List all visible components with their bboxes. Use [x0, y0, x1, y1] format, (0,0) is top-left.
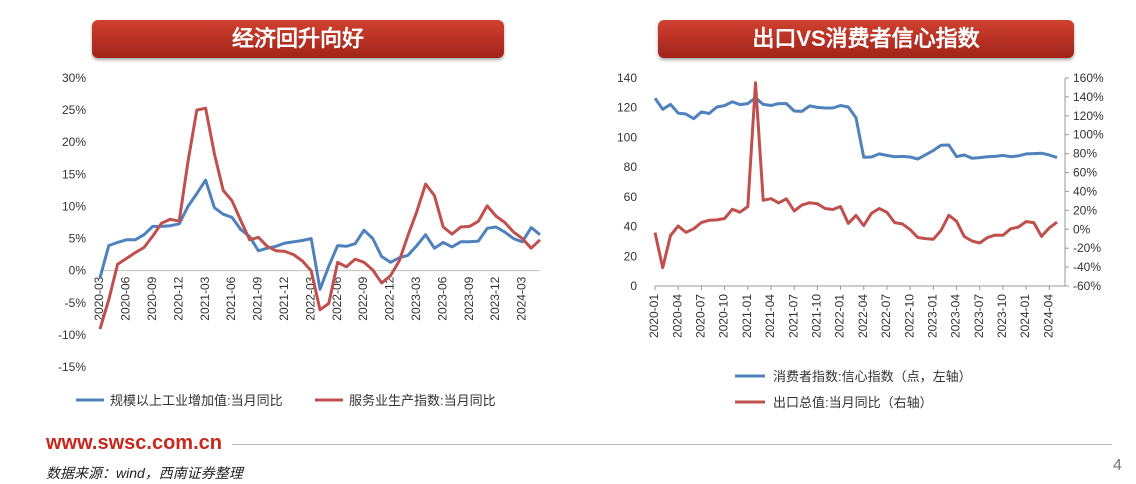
y-left-tick-label: 100	[617, 130, 637, 144]
x-tick-label: 2022-07	[879, 294, 893, 338]
services-index-line	[98, 106, 542, 330]
footer-divider	[232, 444, 1112, 445]
consumer-confidence-line	[653, 96, 1058, 161]
left-chart-title: 经济回升向好	[92, 20, 504, 58]
y-tick-label: -15%	[58, 360, 86, 374]
page-number: 4	[1113, 457, 1122, 474]
y-tick-label: 15%	[62, 167, 86, 181]
y-tick-label: -5%	[65, 296, 87, 310]
y-right-tick-label: 20%	[1073, 203, 1097, 217]
x-tick-label: 2021-06	[224, 276, 238, 320]
x-tick-label: 2021-10	[810, 294, 824, 338]
x-tick-label: 2021-09	[251, 276, 265, 320]
y-tick-label: 0%	[69, 264, 87, 278]
y-right-tick-label: -20%	[1073, 241, 1101, 255]
legend-label: 出口总值:当月同比（右轴）	[773, 395, 933, 410]
y-tick-label: 30%	[62, 71, 86, 85]
x-tick-label: 2020-10	[717, 294, 731, 338]
website-link[interactable]: www.swsc.com.cn	[46, 432, 222, 454]
x-tick-label: 2024-04	[1041, 294, 1055, 338]
y-right-tick-label: 100%	[1073, 128, 1104, 142]
x-tick-label: 2020-09	[145, 276, 159, 320]
y-left-tick-label: 60	[624, 190, 638, 204]
export-confidence-chart: 0 20 40 60 80 100 120 140 -60% -40% -20% 0% 20% 40% 60…	[617, 71, 1104, 410]
x-tick-label: 2022-12	[383, 276, 397, 320]
y-right-tick-label: 60%	[1073, 166, 1097, 180]
x-tick-label: 2023-06	[435, 276, 449, 320]
y-right-tick-label: -40%	[1073, 260, 1101, 274]
x-tick-label: 2024-01	[1018, 294, 1032, 338]
x-tick-label: 2023-12	[488, 276, 502, 320]
x-tick-label: 2020-04	[670, 294, 684, 338]
legend-label: 消费者指数:信心指数（点，左轴）	[773, 369, 972, 384]
x-tick-label: 2022-09	[356, 276, 370, 320]
x-tick-label: 2020-06	[119, 276, 133, 320]
x-tick-label: 2023-07	[972, 294, 986, 338]
y-right-tick-label: 40%	[1073, 184, 1097, 198]
x-tick-label: 2024-03	[515, 276, 529, 320]
x-tick-label: 2022-04	[856, 294, 870, 338]
x-tick-label: 2022-10	[902, 294, 916, 338]
x-tick-label: 2020-07	[694, 294, 708, 338]
y-left-tick-label: 120	[617, 101, 637, 115]
y-right-tick-label: 120%	[1073, 109, 1104, 123]
x-tick-label: 2021-07	[786, 294, 800, 338]
x-tick-label: 2023-03	[409, 276, 423, 320]
y-right-tick-label: 0%	[1073, 222, 1091, 236]
legend-label: 规模以上工业增加值:当月同比	[110, 393, 283, 408]
y-right-tick-label: -60%	[1073, 279, 1101, 293]
legend-label: 服务业生产指数:当月同比	[349, 393, 496, 408]
y-tick-label: 20%	[62, 135, 86, 149]
y-tick-label: 5%	[69, 232, 87, 246]
x-tick-label: 2021-12	[277, 276, 291, 320]
y-left-tick-label: 40	[624, 220, 638, 234]
x-tick-label: 2023-10	[995, 294, 1009, 338]
y-left-tick-label: 80	[624, 160, 638, 174]
x-tick-label: 2023-04	[949, 294, 963, 338]
x-tick-label: 2020-12	[171, 276, 185, 320]
right-chart-title: 出口VS消费者信心指数	[658, 20, 1074, 58]
x-tick-label: 2023-09	[462, 276, 476, 320]
industrial-services-chart: -15% -10% -5% 0% 5% 10% 15% 20% 25% 30% 2020-03 202…	[58, 71, 542, 408]
y-tick-label: 25%	[62, 103, 86, 117]
y-right-tick-label: 140%	[1073, 90, 1104, 104]
industrial-output-line	[98, 178, 541, 291]
y-left-tick-label: 0	[630, 279, 637, 293]
export-growth-line	[653, 81, 1058, 270]
x-tick-label: 2021-04	[763, 294, 777, 338]
x-tick-label: 2021-01	[740, 294, 754, 338]
x-tick-label: 2023-01	[925, 294, 939, 338]
x-tick-label: 2022-01	[833, 294, 847, 338]
x-tick-label: 2020-03	[92, 276, 106, 320]
y-right-tick-label: 80%	[1073, 147, 1097, 161]
x-tick-label: 2021-03	[198, 276, 212, 320]
x-tick-label: 2020-01	[647, 294, 661, 338]
y-left-tick-label: 140	[617, 71, 637, 85]
y-tick-label: -10%	[58, 328, 86, 342]
y-tick-label: 10%	[62, 199, 86, 213]
y-right-tick-label: 160%	[1073, 71, 1104, 85]
data-source-note: 数据来源：wind，西南证券整理	[46, 465, 243, 481]
y-left-tick-label: 20	[624, 249, 638, 263]
